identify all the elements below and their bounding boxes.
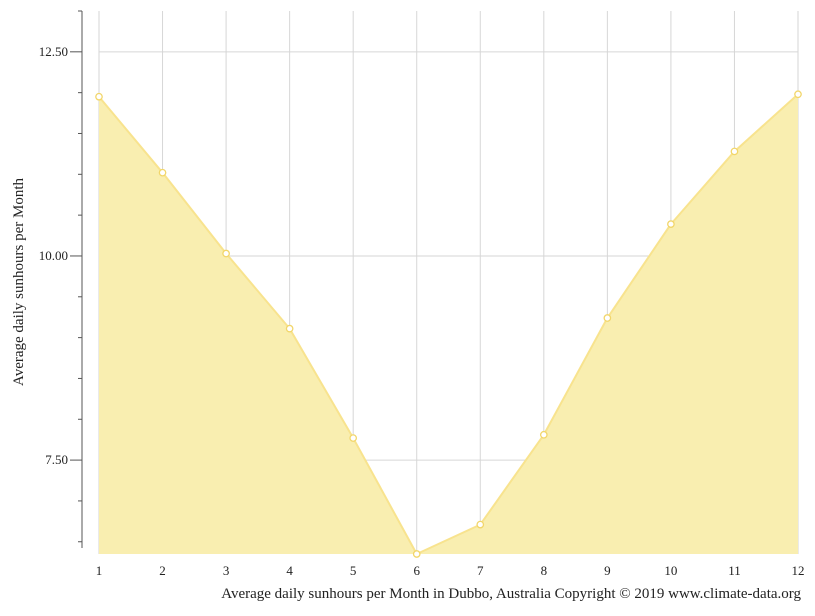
y-tick-label: 7.50 (45, 452, 68, 467)
y-tick-label: 10.00 (39, 248, 68, 263)
x-tick-label: 1 (96, 563, 103, 578)
x-tick-label: 7 (477, 563, 484, 578)
x-tick-label: 2 (159, 563, 166, 578)
marker-layer (95, 90, 802, 558)
series-line (98, 93, 799, 555)
x-tick-label: 5 (350, 563, 357, 578)
y-tick-label: 12.50 (39, 44, 68, 59)
data-point-7 (476, 520, 485, 529)
x-tick-label: 10 (664, 563, 677, 578)
axis-layer (70, 10, 83, 548)
data-point-2 (158, 168, 167, 177)
x-tick-label: 9 (604, 563, 611, 578)
data-point-12 (794, 90, 802, 99)
data-point-1 (95, 92, 103, 101)
data-point-3 (222, 249, 230, 258)
area-layer (98, 93, 799, 555)
data-point-5 (349, 434, 358, 442)
data-point-8 (539, 430, 548, 439)
data-point-11 (730, 147, 739, 156)
data-point-4 (285, 324, 294, 333)
x-tick-label: 6 (413, 563, 420, 578)
x-tick-label: 11 (728, 563, 741, 578)
data-point-6 (412, 550, 421, 558)
y-axis-title: Average daily sunhours per Month (11, 178, 27, 387)
chart-caption: Average daily sunhours per Month in Dubb… (221, 586, 801, 602)
x-tick-label: 8 (541, 563, 548, 578)
area-fill (99, 94, 798, 554)
x-tick-label: 4 (286, 563, 293, 578)
data-point-10 (667, 220, 675, 228)
x-tick-label: 12 (792, 563, 805, 578)
x-tick-label: 3 (223, 563, 230, 578)
data-point-9 (603, 314, 612, 322)
